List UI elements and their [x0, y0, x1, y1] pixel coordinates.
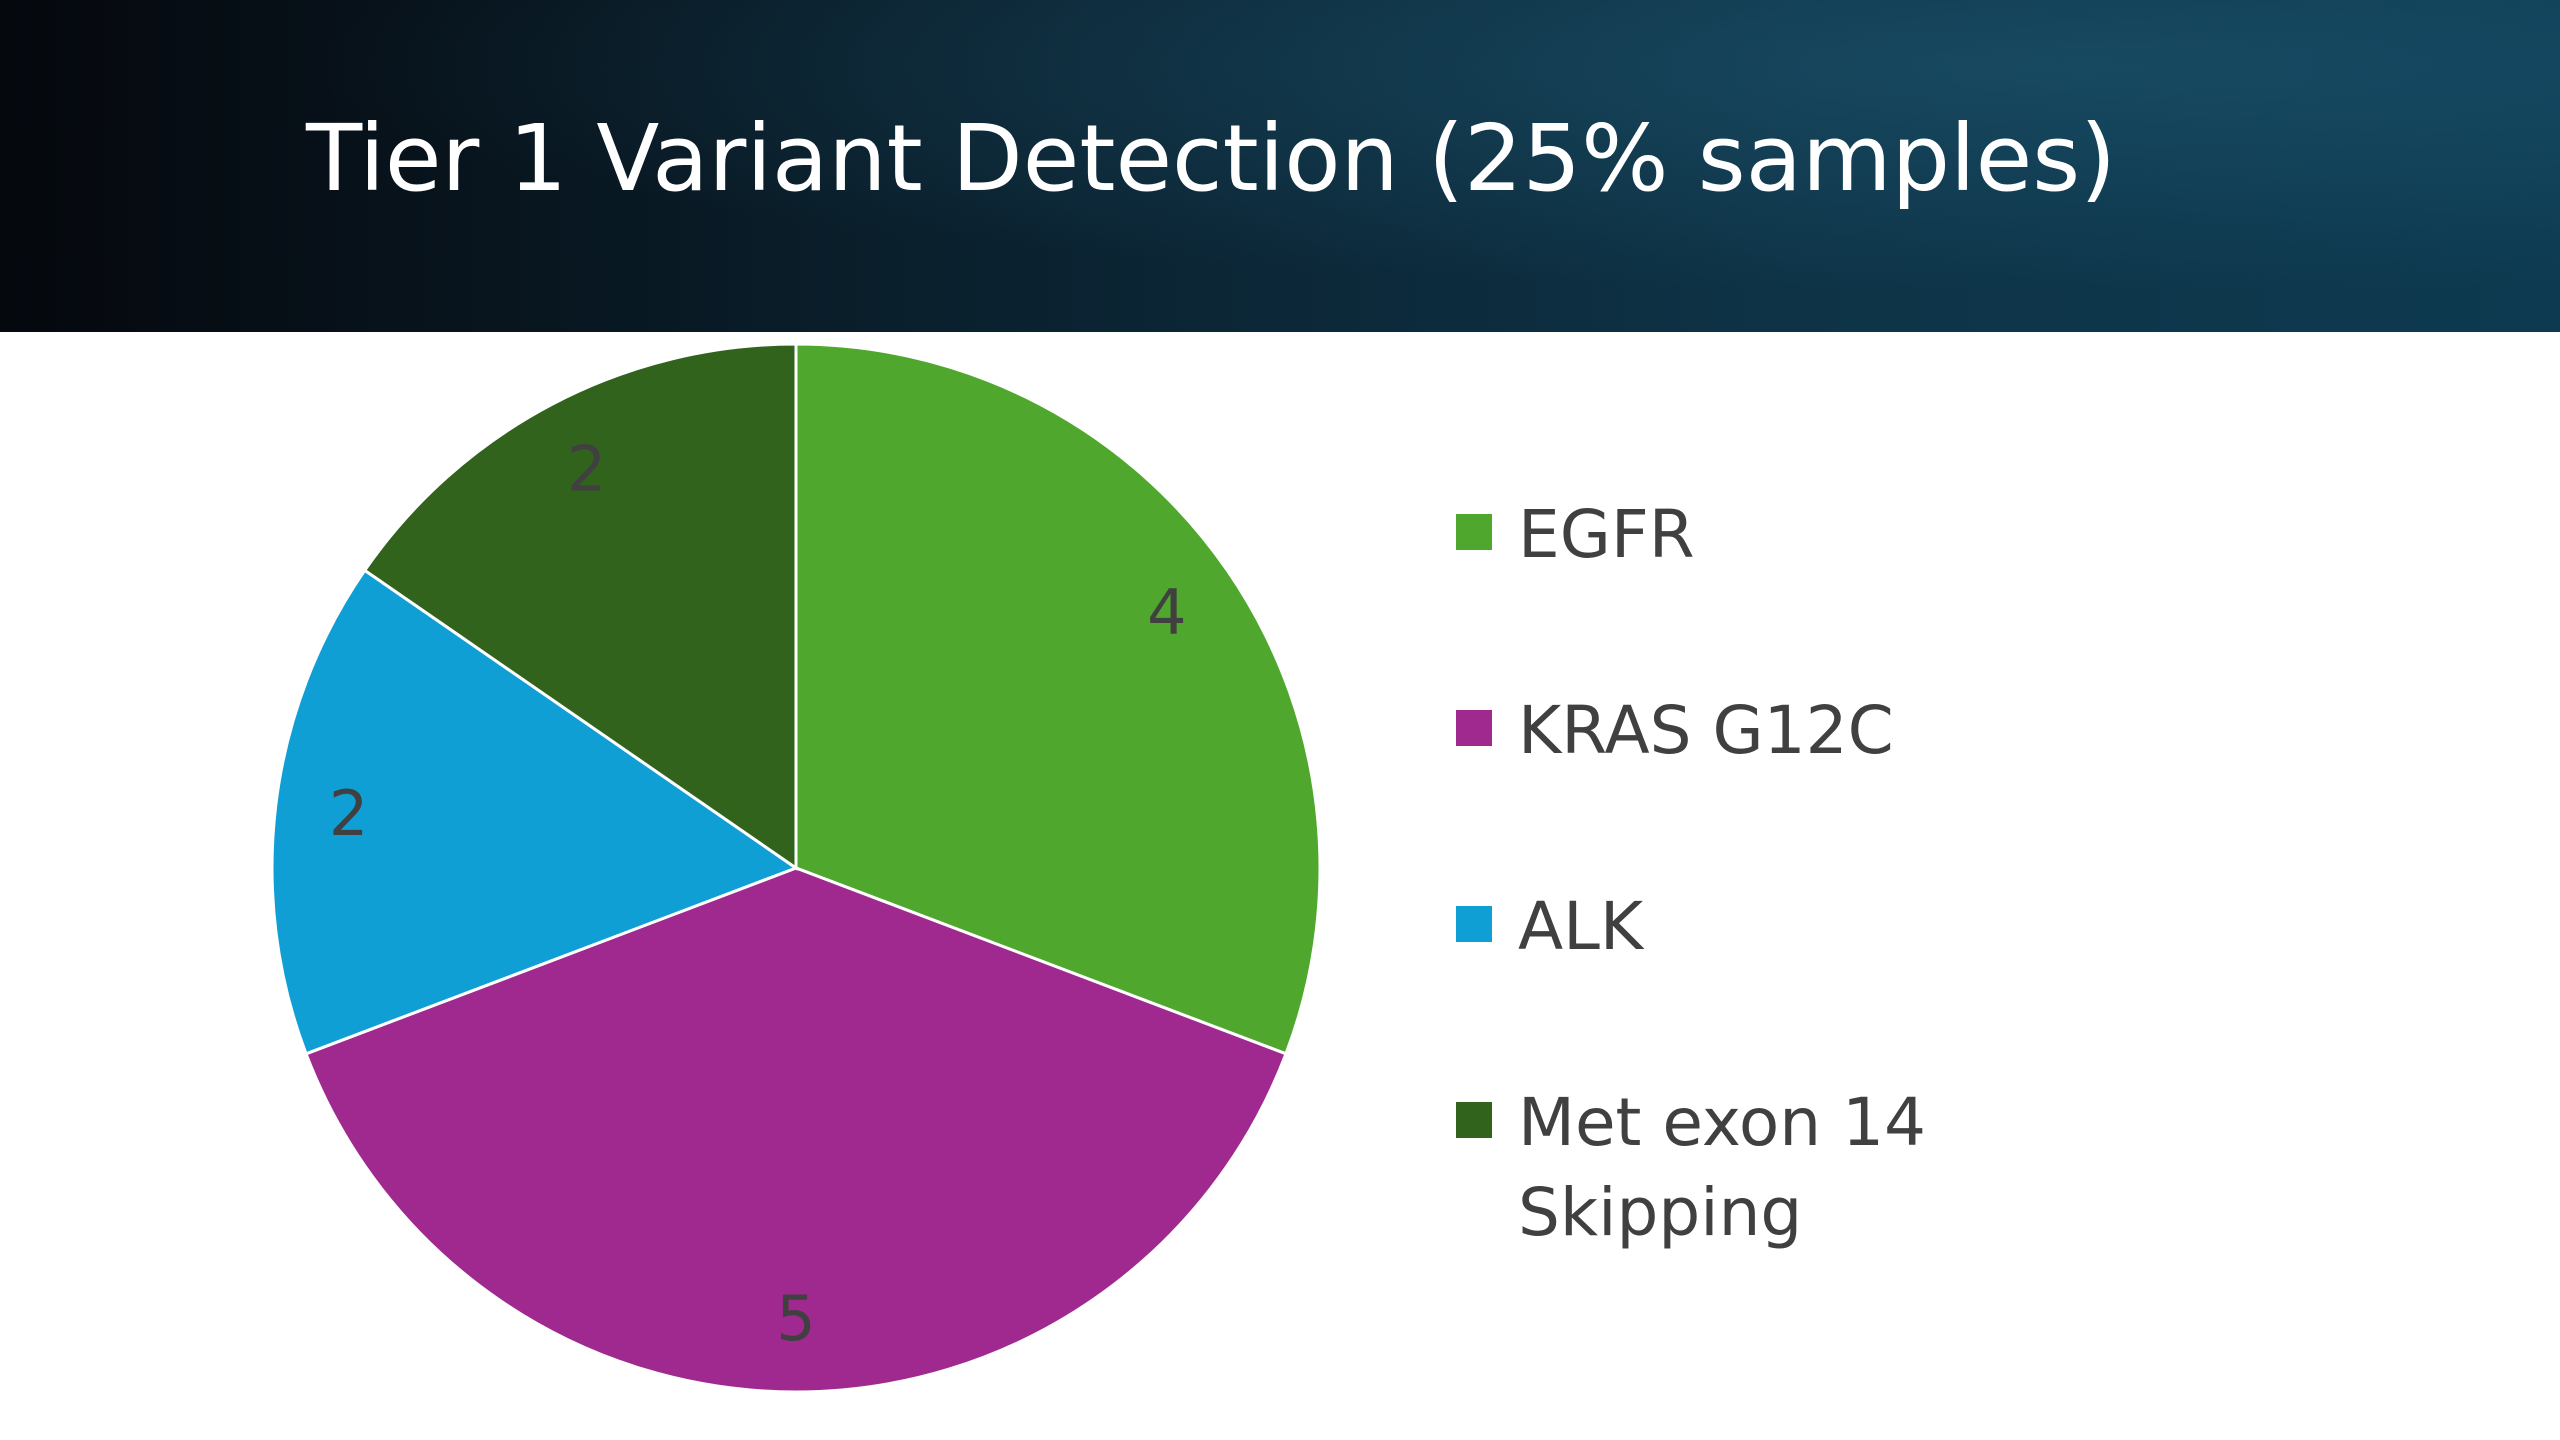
- legend-swatch: [1456, 1102, 1492, 1138]
- title-band: Tier 1 Variant Detection (25% samples): [0, 0, 2560, 332]
- slide-title: Tier 1 Variant Detection (25% samples): [306, 105, 2117, 212]
- pie-chart: 4 5 2 2: [270, 342, 1322, 1394]
- data-label-alk: 2: [329, 777, 368, 850]
- legend-swatch: [1456, 514, 1492, 550]
- pie-data-labels: 4 5 2 2: [329, 432, 1187, 1355]
- data-label-egfr: 4: [1147, 576, 1186, 649]
- legend-swatch: [1456, 906, 1492, 942]
- legend-label: Met exon 14 Skipping: [1518, 1084, 1927, 1251]
- data-label-met-exon-14-skipping: 2: [567, 432, 606, 505]
- pie-slice-egfr: [794, 342, 1322, 1056]
- pie-slice-met-exon-14-skipping: [362, 342, 798, 871]
- legend-swatch: [1456, 710, 1492, 746]
- legend-item-egfr: EGFR: [1456, 490, 2078, 580]
- pie-slices: [270, 342, 1322, 1394]
- legend-item-alk: ALK: [1456, 882, 2078, 972]
- data-label-kras-g12c: 5: [776, 1282, 815, 1355]
- pie-slice-alk: [270, 568, 800, 1056]
- legend-label: ALK: [1518, 888, 1644, 965]
- legend-item-kras-g12c: KRAS G12C: [1456, 686, 2078, 776]
- pie-slice-kras-g12c: [304, 866, 1288, 1394]
- legend-label: EGFR: [1518, 496, 1695, 573]
- legend-item-met-exon-14-skipping: Met exon 14 Skipping: [1456, 1078, 2078, 1258]
- legend-label: KRAS G12C: [1518, 692, 1894, 769]
